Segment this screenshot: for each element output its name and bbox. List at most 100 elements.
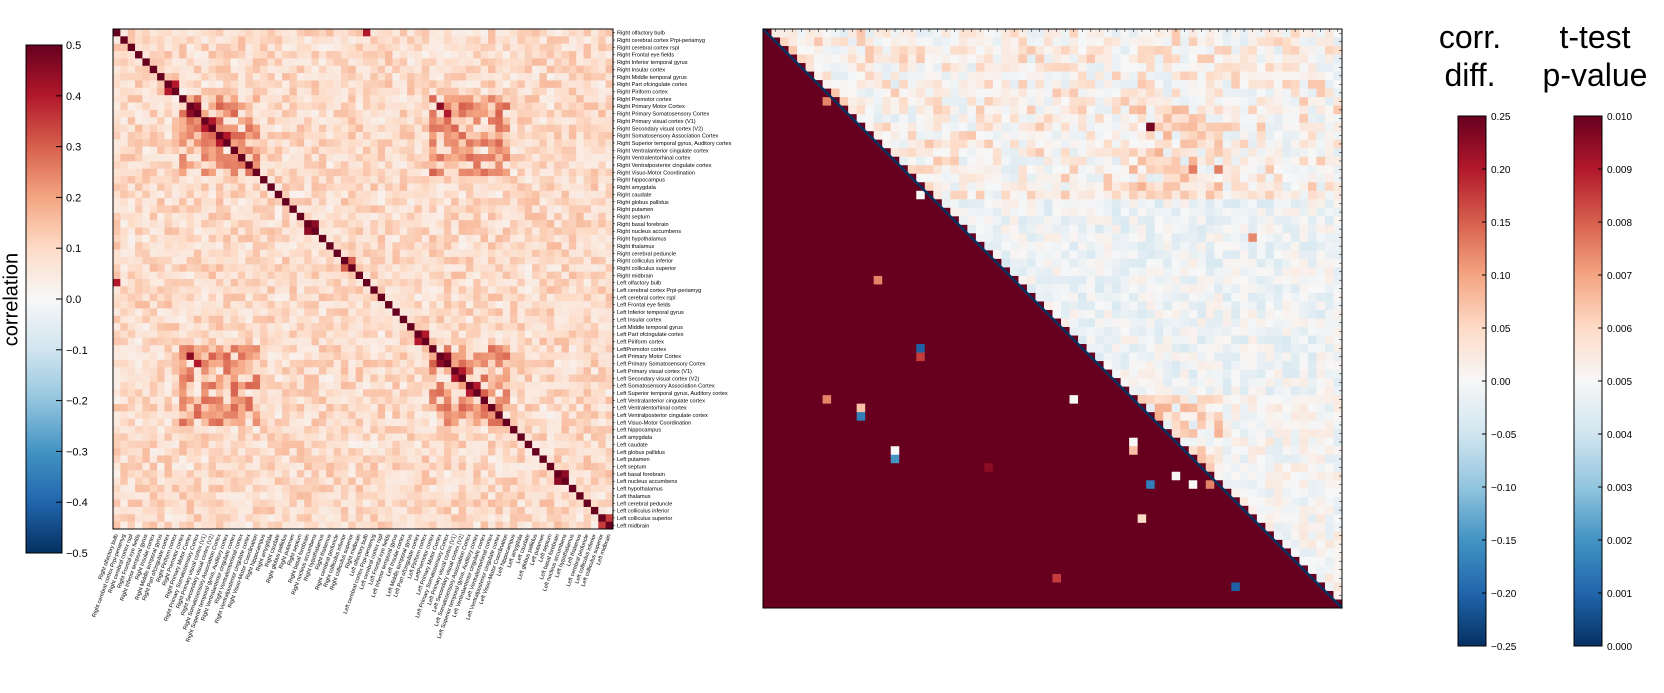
- heatmap-cell: [142, 234, 151, 243]
- heatmap-cell: [590, 139, 599, 148]
- heatmap-cell: [517, 499, 526, 508]
- heatmap-cell: [142, 359, 151, 368]
- heatmap-cell: [355, 58, 364, 67]
- heatmap-cell: [502, 514, 511, 523]
- heatmap-cell: [363, 352, 371, 361]
- heatmap-cell: [385, 506, 393, 515]
- heatmap-cell: [510, 249, 518, 258]
- heatmap-cell: [326, 65, 334, 74]
- heatmap-cell: [208, 411, 217, 420]
- heatmap-cell: [524, 190, 533, 199]
- heatmap-cell: [385, 418, 393, 427]
- heatmap-cell: [539, 470, 548, 478]
- heatmap-cell: [590, 43, 599, 52]
- heatmap-cell: [480, 117, 489, 125]
- heatmap-cell: [289, 286, 298, 295]
- heatmap-cell: [510, 29, 518, 37]
- heatmap-cell: [370, 374, 379, 383]
- heatmap-cell: [267, 374, 276, 383]
- heatmap-cell: [532, 492, 540, 500]
- heatmap-cell: [546, 330, 555, 339]
- heatmap-cell: [223, 499, 232, 508]
- heatmap-cell: [260, 131, 268, 140]
- heatmap-cell: [856, 29, 866, 38]
- heatmap-cell: [598, 256, 607, 265]
- heatmap-cell: [502, 220, 511, 228]
- heatmap-cell: [348, 139, 357, 148]
- heatmap-cell: [363, 29, 371, 37]
- heatmap-cell: [318, 484, 327, 493]
- heatmap-cell: [576, 455, 584, 464]
- heatmap-cell: [407, 418, 415, 427]
- heatmap-cell: [282, 411, 290, 420]
- heatmap-cell: [311, 448, 320, 456]
- heatmap-cell: [414, 256, 423, 265]
- heatmap-cell: [399, 389, 408, 398]
- heatmap-cell: [333, 146, 342, 155]
- heatmap-cell: [576, 205, 584, 214]
- heatmap-cell: [267, 205, 276, 214]
- heatmap-cell: [230, 514, 239, 523]
- heatmap-cell: [605, 404, 614, 412]
- heatmap-cell: [326, 323, 334, 331]
- heatmap-cell: [495, 242, 504, 250]
- heatmap-cell: [260, 323, 268, 331]
- heatmap-cell: [598, 293, 607, 302]
- heatmap-cell: [157, 168, 165, 177]
- heatmap-cell: [524, 499, 533, 508]
- heatmap-cell: [348, 36, 357, 45]
- heatmap-cell: [230, 242, 239, 250]
- heatmap-cell: [539, 80, 548, 89]
- heatmap-cell: [171, 499, 180, 508]
- heatmap-cell: [532, 315, 540, 324]
- row-label: Right hypothalamus: [617, 237, 667, 243]
- heatmap-cell: [142, 499, 151, 508]
- heatmap-cell: [304, 470, 312, 478]
- heatmap-cell: [363, 117, 371, 125]
- heatmap-cell: [238, 109, 246, 118]
- heatmap-cell: [598, 43, 607, 52]
- heatmap-cell: [814, 29, 823, 38]
- heatmap-cell: [465, 521, 474, 530]
- heatmap-cell: [392, 43, 401, 52]
- heatmap-cell: [348, 154, 357, 162]
- heatmap-cell: [568, 359, 577, 368]
- heatmap-cell: [142, 470, 151, 478]
- heatmap-cell: [443, 477, 452, 486]
- heatmap-cell: [348, 484, 357, 493]
- heatmap-cell: [363, 381, 371, 390]
- heatmap-cell: [333, 256, 342, 265]
- row-label: Left thalamus: [617, 494, 651, 500]
- heatmap-cell: [142, 492, 151, 500]
- heatmap-cell: [179, 279, 187, 287]
- row-label: Right Middle temporal gyrus: [617, 75, 687, 81]
- heatmap-cell: [318, 279, 327, 287]
- heatmap-cell: [429, 190, 437, 199]
- heatmap-cell: [495, 470, 504, 478]
- heatmap-cell: [458, 337, 467, 346]
- heatmap-cell: [113, 345, 121, 353]
- heatmap-cell: [407, 484, 415, 493]
- heatmap-cell: [554, 271, 562, 280]
- heatmap-cell: [215, 124, 224, 133]
- heatmap-cell: [326, 470, 334, 478]
- heatmap-cell: [179, 124, 187, 133]
- heatmap-cell: [473, 256, 482, 265]
- heatmap-cell: [311, 499, 320, 508]
- heatmap-cell: [480, 315, 489, 324]
- heatmap-cell: [517, 29, 526, 37]
- heatmap-cell: [414, 381, 423, 390]
- heatmap-cell: [370, 477, 379, 486]
- heatmap-cell: [407, 396, 415, 405]
- heatmap-cell: [590, 80, 599, 89]
- heatmap-cell: [348, 433, 357, 442]
- heatmap-cell: [363, 286, 371, 295]
- heatmap-cell: [230, 506, 239, 515]
- heatmap-cell: [517, 102, 526, 111]
- heatmap-cell: [245, 374, 254, 383]
- heatmap-cell: [135, 337, 143, 346]
- heatmap-cell: [164, 256, 173, 265]
- heatmap-cell: [348, 396, 357, 405]
- heatmap-cell: [488, 242, 496, 250]
- heatmap-cell: [1069, 29, 1079, 38]
